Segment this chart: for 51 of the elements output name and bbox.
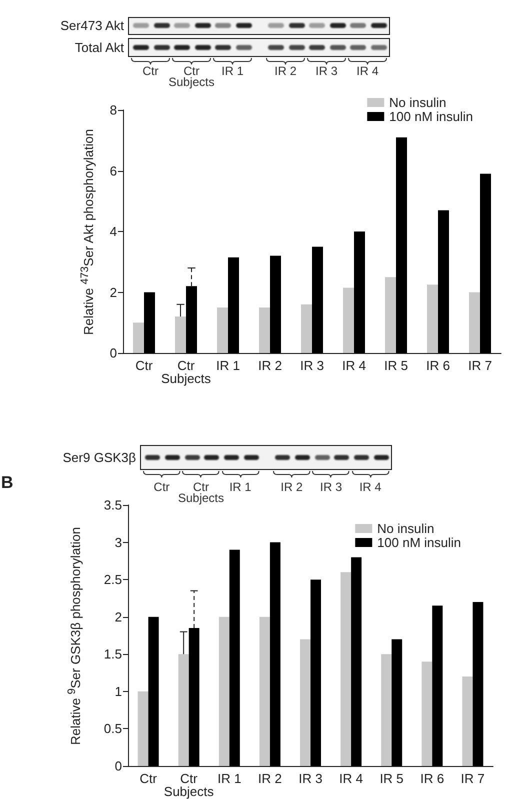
x-tick-label: IR 5 [380, 771, 404, 786]
y-tick-label: 3.5 [104, 498, 122, 512]
text: IR 2 [280, 480, 303, 494]
y-tick-label: 2 [110, 284, 117, 300]
y-tick-label: 1.5 [104, 646, 122, 662]
x-tick-label: IR 6 [420, 771, 444, 786]
text: Ctr Subjects [168, 64, 215, 89]
x-tick-label: IR 1 [217, 771, 242, 786]
x-tick-label: IR 1 [216, 358, 240, 373]
y-tick-label: 2 [114, 609, 122, 624]
y-tick-label: 1 [114, 684, 122, 699]
y-tick-label: 4 [110, 224, 117, 239]
text: IR 4 [359, 480, 382, 494]
x-tick-label: IR 2 [258, 358, 282, 373]
x-tick-label: IR 3 [298, 771, 322, 786]
legend-label: No insulin [389, 95, 446, 110]
text: IR 4 [356, 64, 379, 78]
text: Ctr [142, 64, 158, 78]
x-tick-label: IR 2 [258, 771, 282, 786]
x-tick-label: IR 3 [300, 358, 324, 373]
x-tick-label: IR 5 [384, 358, 408, 373]
x-tick-label: IR 4 [342, 358, 366, 373]
text: IR 1 [229, 480, 252, 494]
y-tick-label: 8 [110, 102, 117, 118]
legend-label: No insulin [377, 521, 434, 536]
x-tick-label: Ctr Subjects [164, 771, 214, 799]
text: IR 2 [274, 64, 297, 78]
y-tick-label: 0 [110, 346, 117, 360]
legend-label: 100 nM insulin [377, 535, 461, 550]
x-tick-label: IR 4 [339, 771, 363, 786]
legend-label: 100 nM insulin [389, 109, 473, 124]
text: B [1, 473, 14, 492]
x-tick-label: Ctr [140, 771, 158, 786]
text: IR 3 [320, 480, 342, 494]
y-tick-label: 2.5 [104, 572, 122, 588]
x-tick-label: IR 7 [468, 358, 492, 373]
y-tick-label: 0 [114, 758, 122, 774]
y-tick-label: 6 [110, 163, 117, 178]
x-tick-label: IR 7 [460, 771, 485, 786]
text: IR 3 [315, 64, 338, 78]
x-tick-label: IR 6 [426, 358, 450, 373]
text: Ser473 Akt [60, 18, 124, 34]
y-tick-label: 3 [114, 534, 122, 550]
text: Total Akt [74, 40, 124, 56]
y-tick-label: 0.5 [104, 721, 122, 736]
text: Ctr [154, 480, 170, 494]
text: Ser9 GSK3β [62, 450, 136, 466]
text: IR 1 [221, 64, 244, 78]
x-tick-label: Ctr [135, 358, 154, 373]
text: Ctr Subjects [178, 480, 224, 505]
x-tick-label: Ctr Subjects [161, 358, 212, 386]
